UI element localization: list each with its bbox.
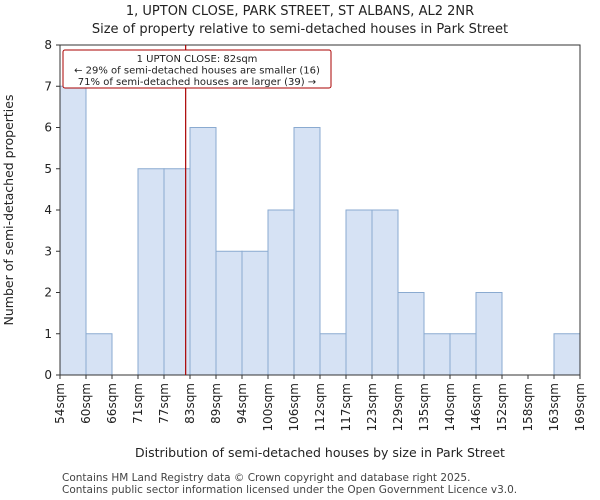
x-tick-label: 146sqm (469, 383, 483, 431)
x-tick-label: 158sqm (521, 383, 535, 431)
axes-layer: 0 1 2 3 4 5 6 7 8 54sqm 60sqm 66sqm 71sqm 77sqm 83sqm 8… (1, 38, 587, 460)
labels-layer: 1 UPTON CLOSE: 82sqm← 29% of semi-detach… (62, 49, 332, 89)
x-tick-label: 140sqm (443, 383, 457, 431)
bar-89sqm (215, 250, 243, 376)
bar-83sqm (189, 127, 217, 376)
x-tick-label: 152sqm (495, 383, 509, 431)
x-tick-label: 106sqm (287, 383, 301, 431)
bar-54sqm (59, 85, 87, 376)
x-tick-label: 129sqm (391, 383, 405, 431)
x-tick-label: 117sqm (339, 383, 353, 431)
x-tick-label: 112sqm (313, 383, 327, 431)
x-tick-label: 71sqm (131, 383, 145, 424)
footer-line-1: Contains HM Land Registry data © Crown c… (62, 472, 471, 484)
x-tick-label: 89sqm (209, 383, 223, 424)
bar-123sqm (371, 209, 399, 376)
x-tick-label: 60sqm (79, 383, 93, 424)
annotation-line-3: 71% of semi-detached houses are larger (… (78, 77, 316, 88)
x-tick-label: 163sqm (547, 383, 561, 431)
annotation-box (62, 49, 332, 89)
y-tick-label: 5 (44, 162, 52, 176)
bar-129sqm (397, 292, 425, 376)
x-tick-label: 94sqm (235, 383, 249, 424)
bar-135sqm (423, 333, 451, 376)
x-tick-label: 77sqm (157, 383, 171, 424)
x-tick-label: 83sqm (183, 383, 197, 424)
bar-100sqm (267, 209, 295, 376)
chart-subtitle: Size of property relative to semi-detach… (91, 22, 509, 37)
bars-layer (59, 85, 581, 376)
bar-163sqm (553, 333, 581, 376)
y-axis-label: Number of semi-detached properties (1, 95, 16, 326)
x-tick-label: 123sqm (365, 383, 379, 431)
footer-line-2: Contains public sector information licen… (62, 484, 518, 496)
y-tick-label: 2 (44, 286, 52, 300)
x-tick-label: 100sqm (261, 383, 275, 431)
bar-106sqm (293, 127, 321, 376)
y-tick-label: 1 (44, 327, 52, 341)
bar-60sqm (85, 333, 113, 376)
y-tick-label: 3 (44, 244, 52, 258)
y-tick-label: 8 (44, 38, 52, 52)
x-tick-label: 54sqm (53, 383, 67, 424)
bar-146sqm (475, 292, 503, 376)
annotation-line-1: 1 UPTON CLOSE: 82sqm (137, 54, 258, 65)
chart-title: 1, UPTON CLOSE, PARK STREET, ST ALBANS, … (125, 4, 475, 19)
x-tick-label: 169sqm (573, 383, 587, 431)
x-tick-label: 135sqm (417, 383, 431, 431)
x-axis-label: Distribution of semi-detached houses by … (135, 445, 505, 460)
bar-140sqm (449, 333, 477, 376)
bar-71sqm (137, 168, 165, 376)
x-tick-label: 66sqm (105, 383, 119, 424)
y-tick-label: 6 (44, 121, 52, 135)
annotation-line-2: ← 29% of semi-detached houses are smalle… (74, 66, 320, 77)
y-tick-label: 4 (44, 203, 52, 217)
bar-117sqm (345, 209, 373, 376)
y-tick-label: 0 (44, 368, 52, 382)
bar-94sqm (241, 250, 269, 376)
bar-112sqm (319, 333, 347, 376)
y-tick-label: 7 (44, 79, 52, 93)
